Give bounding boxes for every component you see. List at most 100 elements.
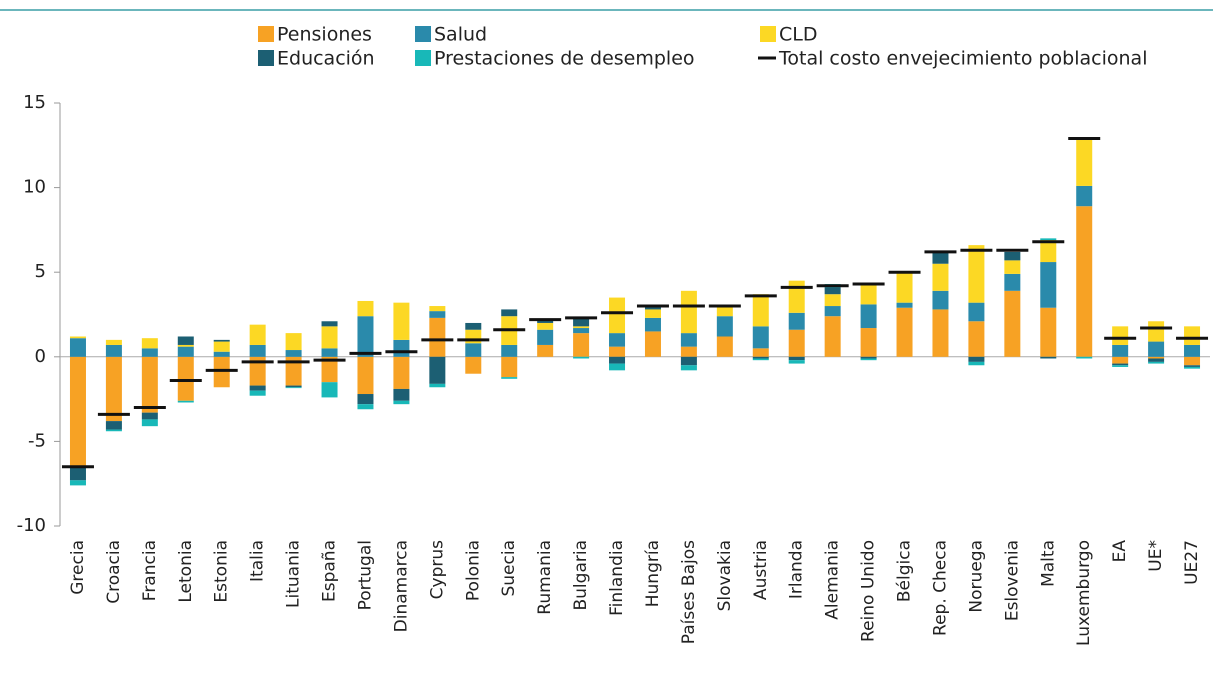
bar-segment — [788, 312, 805, 330]
bar-segment — [680, 365, 697, 371]
legend-swatch — [258, 50, 274, 66]
x-tick-label: Países Bajos — [679, 540, 699, 644]
x-tick-label: Lituania — [284, 540, 304, 608]
bar-segment — [213, 351, 230, 357]
bar-segment — [1076, 138, 1093, 186]
bar-segment — [177, 356, 194, 401]
x-tick-label: Malta — [1038, 540, 1058, 587]
bar-segment — [968, 321, 985, 357]
x-tick-label: Hungría — [643, 540, 663, 607]
bar-segment — [644, 306, 661, 310]
bar-segment — [716, 336, 733, 357]
bar-segment — [1004, 260, 1021, 274]
bar-segment — [141, 412, 158, 420]
x-tick-label: Italia — [248, 540, 268, 582]
bar-segment — [680, 290, 697, 334]
bar-segment — [788, 329, 805, 357]
bar-segment — [716, 316, 733, 337]
bar-segment — [680, 346, 697, 357]
bar-segment — [788, 280, 805, 313]
bar-segment — [644, 317, 661, 332]
bar-segment — [357, 316, 374, 357]
bar-segment — [501, 344, 518, 357]
x-tick-label: Dinamarca — [391, 540, 411, 632]
bar-segment — [1184, 326, 1201, 345]
bar-segment — [393, 339, 410, 357]
bar-segment — [429, 306, 446, 312]
bar-segment — [860, 358, 877, 361]
bar-segment — [716, 306, 733, 317]
bar-segment — [285, 356, 302, 386]
bar-segment — [213, 339, 230, 342]
bar-segment — [321, 326, 338, 349]
legend-swatch — [760, 26, 776, 42]
legend-label: Total costo envejecimiento poblacional — [778, 48, 1147, 70]
bar-segment — [249, 390, 266, 396]
legend-swatch — [415, 26, 431, 42]
bar-segment — [1112, 344, 1129, 357]
bar-segment — [1040, 356, 1057, 359]
bar-segment — [69, 480, 86, 486]
bar-segment — [573, 317, 590, 327]
bar-segment — [249, 385, 266, 391]
bar-segment — [69, 466, 86, 481]
bar-segment — [968, 361, 985, 366]
bar-segment — [609, 297, 626, 334]
x-tick-label: Noruega — [966, 540, 986, 613]
bar-segment — [105, 421, 122, 430]
x-tick-label: Grecia — [68, 540, 88, 595]
bar-segment — [1076, 185, 1093, 207]
bar-segment — [680, 356, 697, 366]
bar-segment — [788, 356, 805, 361]
bar-segment — [1148, 341, 1165, 357]
bar-segment — [1184, 365, 1201, 367]
bar-segment — [1040, 240, 1057, 263]
bar-segment — [105, 344, 122, 357]
bar-segment — [393, 400, 410, 405]
x-tick-label: Bélgica — [895, 540, 915, 602]
bar-segment — [357, 356, 374, 395]
bar-segment — [537, 329, 554, 345]
bar-segment — [321, 356, 338, 383]
bar-segment — [141, 419, 158, 427]
x-tick-label: Alemania — [823, 540, 843, 620]
bar-segment — [1040, 307, 1057, 357]
legend-swatch — [415, 50, 431, 66]
bar-segment — [105, 356, 122, 422]
y-tick-label: 0 — [35, 346, 46, 367]
x-tick-label: Letonia — [176, 540, 196, 603]
x-tick-label: Cyprus — [427, 540, 447, 599]
bar-segment — [896, 302, 913, 308]
bar-segment — [609, 356, 626, 364]
x-tick-label: Polonia — [463, 540, 483, 601]
bar-segment — [105, 339, 122, 345]
x-tick-label: Reino Unido — [859, 540, 879, 642]
bar-segment — [932, 251, 949, 264]
bar-segment — [1112, 326, 1129, 345]
bar-segment — [1040, 238, 1057, 241]
bar-segment — [932, 263, 949, 291]
bar-segment — [141, 348, 158, 357]
y-tick-label: -5 — [28, 430, 46, 451]
bar-segment — [285, 385, 302, 388]
y-tick-label: 10 — [23, 177, 46, 198]
bar-segment — [1148, 321, 1165, 342]
y-tick-label: -10 — [17, 515, 46, 536]
x-tick-label: Slovakia — [715, 540, 735, 611]
bar-segment — [1148, 356, 1165, 359]
bar-segment — [1112, 365, 1129, 367]
y-tick-label: 5 — [35, 261, 46, 282]
bar-segment — [213, 356, 230, 388]
bar-segment — [357, 300, 374, 317]
bar-segment — [537, 319, 554, 323]
bar-segment — [321, 321, 338, 327]
x-tick-label: Eslovenia — [1002, 540, 1022, 621]
x-tick-label: Suecia — [499, 540, 519, 597]
bar-segment — [824, 287, 841, 295]
bar-segment — [609, 333, 626, 347]
bar-segment — [680, 333, 697, 347]
legend-label: Prestaciones de desempleo — [434, 48, 695, 70]
bar-segment — [69, 338, 86, 357]
bar-segment — [465, 356, 482, 374]
